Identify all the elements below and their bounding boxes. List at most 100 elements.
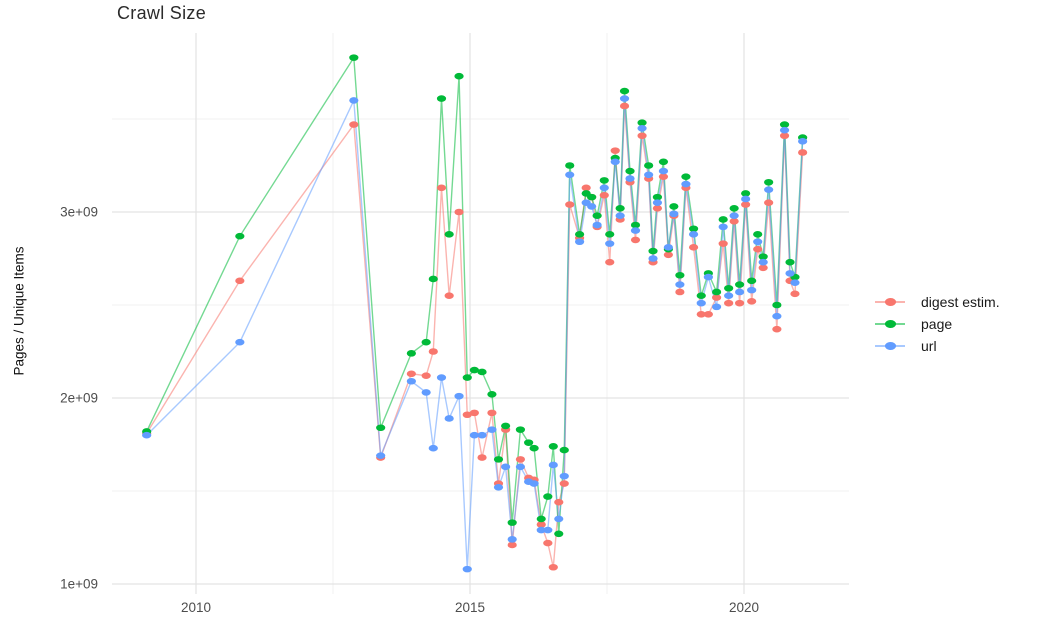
data-point-page (735, 281, 745, 288)
data-point-digest-estim- (406, 370, 416, 378)
data-point-url (703, 273, 713, 281)
data-point-page (696, 292, 706, 300)
data-point-page (764, 178, 774, 186)
data-point-digest-estim- (536, 521, 546, 528)
data-point-digest-estim- (507, 541, 517, 549)
data-point-page (729, 204, 739, 212)
data-point-page (785, 258, 795, 266)
data-point-url (421, 389, 431, 396)
data-point-page (644, 162, 654, 169)
data-point-digest-estim- (421, 372, 431, 379)
data-point-digest-estim- (454, 208, 464, 216)
data-point-page (648, 247, 658, 255)
data-point-page (554, 530, 564, 538)
data-point-page (529, 444, 539, 452)
data-point-page (444, 231, 454, 238)
data-point-digest-estim- (735, 299, 745, 307)
data-point-url (349, 97, 359, 104)
data-point-url (663, 244, 673, 251)
data-point-page (688, 225, 699, 233)
data-point-url (637, 125, 647, 132)
data-point-url (747, 286, 757, 294)
data-point-url (741, 195, 751, 203)
data-point-url (529, 480, 539, 487)
data-point-digest-estim- (712, 294, 722, 301)
data-point-digest-estim- (747, 297, 757, 305)
data-point-url (785, 270, 795, 277)
data-point-page (507, 519, 517, 526)
data-point-url (758, 258, 768, 266)
series-line-digest-estim- (146, 105, 804, 568)
x-tick-label: 2020 (729, 600, 759, 615)
data-point-digest-estim- (477, 454, 487, 461)
legend-label: digest estim. (921, 293, 1000, 310)
legend-key-dot (885, 342, 896, 350)
data-point-digest-estim- (675, 288, 685, 296)
data-point-url (406, 377, 416, 385)
data-point-page (559, 446, 569, 454)
data-point-digest-estim- (469, 409, 479, 417)
data-point-url (536, 526, 546, 534)
data-point-digest-estim- (688, 244, 699, 251)
data-point-url (554, 515, 564, 523)
data-point-url (515, 463, 526, 471)
data-point-url (507, 536, 517, 543)
data-point-page (669, 203, 679, 210)
data-point-url (790, 279, 800, 286)
data-point-url (142, 431, 152, 439)
data-point-url (548, 461, 558, 469)
x-tick-label: 2015 (455, 600, 485, 615)
data-point-url (454, 392, 464, 400)
data-point-page (779, 121, 790, 128)
data-point-digest-estim- (610, 147, 620, 154)
data-point-url (376, 452, 386, 459)
data-point-page (658, 158, 669, 166)
data-point-digest-estim- (235, 277, 245, 285)
data-point-page (587, 193, 597, 201)
data-point-page (619, 87, 630, 95)
data-point-url (444, 415, 454, 422)
data-point-page (376, 424, 386, 432)
data-point-page (454, 72, 464, 80)
data-point-digest-estim- (753, 245, 763, 253)
data-point-digest-estim- (741, 201, 751, 208)
legend-key-icon (875, 316, 905, 331)
data-point-url (675, 281, 685, 288)
data-point-url (729, 212, 739, 220)
data-point-page (349, 54, 359, 61)
data-point-digest-estim- (605, 258, 615, 266)
data-point-page (741, 190, 751, 197)
x-tick-label: 2010 (181, 600, 211, 615)
data-point-digest-estim- (758, 264, 768, 272)
data-point-url (735, 288, 745, 296)
data-point-url (436, 374, 447, 381)
data-point-url (428, 444, 438, 452)
data-point-digest-estim- (764, 199, 774, 206)
data-point-digest-estim- (630, 236, 641, 244)
data-point-url (718, 223, 728, 231)
data-point-digest-estim- (663, 251, 673, 259)
y-tick-label: 3e+09 (60, 205, 98, 220)
data-point-digest-estim- (798, 149, 808, 156)
data-point-digest-estim- (436, 184, 447, 192)
data-point-digest-estim- (729, 218, 739, 225)
legend-label: url (921, 337, 937, 354)
data-point-url (753, 238, 763, 246)
data-point-page (477, 368, 487, 376)
data-point-digest-estim- (724, 299, 734, 307)
data-point-url (501, 463, 511, 471)
data-point-page (515, 426, 526, 433)
data-point-digest-estim- (444, 292, 454, 300)
data-point-page (501, 422, 511, 430)
data-point-page (524, 439, 534, 446)
data-point-url (772, 312, 782, 320)
data-point-page (605, 231, 615, 238)
data-point-page (421, 338, 431, 346)
data-point-url (487, 426, 497, 433)
data-point-url (779, 126, 790, 134)
data-point-digest-estim- (543, 539, 553, 547)
data-point-url (543, 526, 553, 534)
y-tick-label: 2e+09 (60, 391, 98, 406)
data-point-digest-estim- (637, 132, 647, 140)
